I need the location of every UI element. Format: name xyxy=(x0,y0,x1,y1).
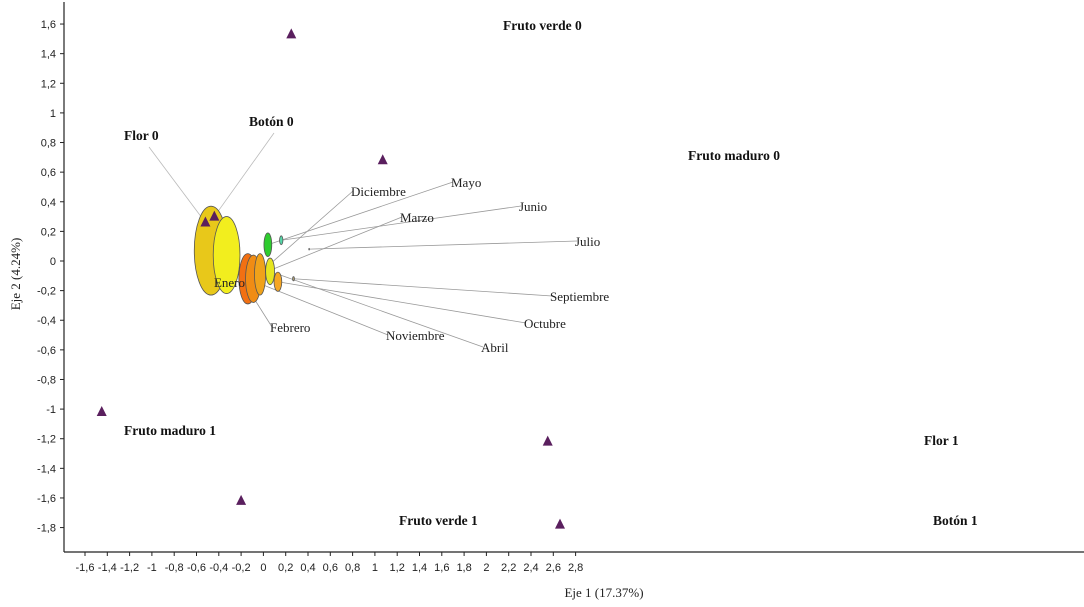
x-tick-label: -1 xyxy=(147,562,157,574)
axes: -1,6 -1,4 -1,2 -1 -0,8 -0,6 -0,4 -0,2 0 0,2 0,4 0,6… xyxy=(37,2,1084,574)
variable-label: Fruto maduro 1 xyxy=(124,423,216,438)
month-label: Abril xyxy=(481,340,509,355)
x-tick-label: -0,8 xyxy=(165,562,184,574)
y-tick-label: 1,2 xyxy=(41,78,56,90)
variable-label: Flor 1 xyxy=(924,433,959,448)
x-tick-label: 0,6 xyxy=(323,562,338,574)
y-tick-label: -0,6 xyxy=(37,345,56,357)
x-tick-label: 1,4 xyxy=(412,562,427,574)
y-tick-label: 0,2 xyxy=(41,226,56,238)
leader-line xyxy=(309,240,578,250)
bubble-octubre xyxy=(273,271,283,292)
y-tick-label: 0,4 xyxy=(41,197,56,209)
y-tick-label: 1 xyxy=(50,108,56,120)
leader-line xyxy=(247,278,389,336)
x-tick-label: -0,2 xyxy=(232,562,251,574)
x-tick-label: -1,4 xyxy=(98,562,117,574)
x-tick-label: -0,6 xyxy=(187,562,206,574)
variable-label: Botón 0 xyxy=(249,114,294,129)
x-tick-label: -1,2 xyxy=(120,562,139,574)
month-label: Noviembre xyxy=(386,328,445,343)
month-label: Enero xyxy=(214,275,245,290)
x-tick-label: 2,8 xyxy=(568,562,583,574)
y-tick-label: 0 xyxy=(50,256,56,268)
x-tick-label: 2,6 xyxy=(546,562,561,574)
triangle-marker xyxy=(96,406,107,417)
triangle-marker xyxy=(286,28,297,39)
variable-label: Fruto verde 0 xyxy=(503,18,582,33)
x-tick-label: 2,2 xyxy=(501,562,516,574)
month-label: Diciembre xyxy=(351,184,406,199)
leader-line xyxy=(267,181,454,246)
y-tick-label: -0,4 xyxy=(37,315,56,327)
y-tick-label: 1,6 xyxy=(41,19,56,31)
variable-label: Fruto verde 1 xyxy=(399,513,478,528)
leader-line xyxy=(281,205,522,241)
triangle-marker xyxy=(554,518,565,529)
x-tick-label: 2,4 xyxy=(523,562,538,574)
bubble-febrero xyxy=(212,216,241,294)
x-tick-label: 0 xyxy=(260,562,266,574)
month-label: Junio xyxy=(519,199,547,214)
y-tick-label: -1 xyxy=(46,404,56,416)
y-tick-label: -1,4 xyxy=(37,463,56,475)
triangle-marker xyxy=(542,435,553,446)
triangle-marker xyxy=(236,494,247,505)
y-tick-label: -1,8 xyxy=(37,523,56,535)
leader-lines xyxy=(148,132,578,348)
leader-line xyxy=(269,270,484,348)
x-tick-label: 1,6 xyxy=(434,562,449,574)
y-tick-label: 1,4 xyxy=(41,49,56,61)
triangle-marker xyxy=(209,210,220,221)
month-label: Marzo xyxy=(400,210,434,225)
point-labels: Enero Febrero Diciembre Marzo Noviembre Mayo A… xyxy=(124,18,978,528)
bubble-abril xyxy=(265,257,275,286)
leader-line xyxy=(293,278,553,297)
y-tick-label: -0,8 xyxy=(37,374,56,386)
variable-label: Flor 0 xyxy=(124,128,159,143)
x-tick-label: 1,2 xyxy=(390,562,405,574)
x-tick-label: 1,8 xyxy=(456,562,471,574)
month-label: Julio xyxy=(575,234,600,249)
triangle-marker xyxy=(200,216,211,227)
y-tick-label: -0,2 xyxy=(37,286,56,298)
bubble-septiembre xyxy=(292,276,295,282)
y-tick-label: -1,6 xyxy=(37,493,56,505)
variable-label: Fruto maduro 0 xyxy=(688,148,780,163)
y-axis-title: Eje 2 (4.24%) xyxy=(8,238,23,311)
y-tick-label: 0,8 xyxy=(41,138,56,150)
x-axis-title: Eje 1 (17.37%) xyxy=(564,585,643,600)
bubble-marzo xyxy=(254,253,267,296)
month-label: Mayo xyxy=(451,175,481,190)
triangle-marker xyxy=(377,154,388,165)
x-tick-label: 1 xyxy=(372,562,378,574)
bubble-junio xyxy=(279,235,284,246)
x-tick-label: 0,2 xyxy=(278,562,293,574)
leader-line xyxy=(277,281,527,324)
x-tick-label: 2 xyxy=(483,562,489,574)
x-tick-label: -0,4 xyxy=(209,562,228,574)
x-tick-label: 0,4 xyxy=(300,562,315,574)
variable-label: Botón 1 xyxy=(933,513,978,528)
x-tick-label: -1,6 xyxy=(76,562,95,574)
bubble-mayo xyxy=(263,232,273,257)
leader-line xyxy=(148,146,206,223)
month-label: Febrero xyxy=(270,320,310,335)
month-label: Septiembre xyxy=(550,289,609,304)
bubble-julio xyxy=(308,247,310,251)
month-label: Octubre xyxy=(524,316,566,331)
leader-line xyxy=(214,132,275,217)
y-tick-label: -1,2 xyxy=(37,434,56,446)
y-tick-label: 0,6 xyxy=(41,167,56,179)
month-bubbles xyxy=(193,205,310,305)
variable-markers xyxy=(96,28,565,529)
leader-line xyxy=(259,216,403,275)
x-tick-label: 0,8 xyxy=(345,562,360,574)
